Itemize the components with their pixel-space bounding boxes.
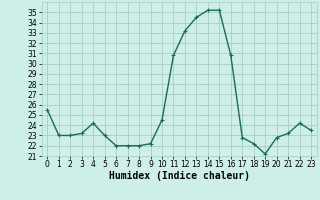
X-axis label: Humidex (Indice chaleur): Humidex (Indice chaleur) [109,171,250,181]
